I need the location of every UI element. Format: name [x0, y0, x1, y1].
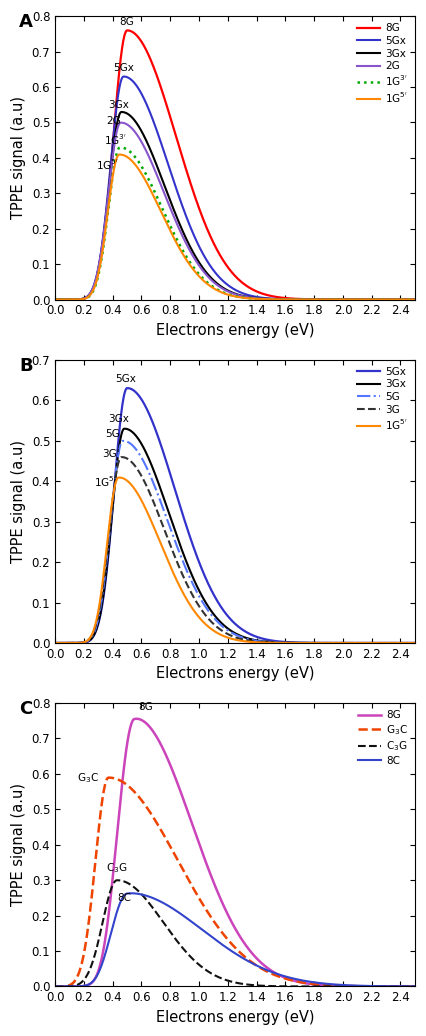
Text: B: B — [19, 356, 33, 375]
Text: 8C: 8C — [118, 893, 132, 903]
Text: 1G$^{5'}$: 1G$^{5'}$ — [96, 157, 119, 172]
Y-axis label: TPPE signal (a.u): TPPE signal (a.u) — [11, 440, 26, 563]
Text: C$_3$G: C$_3$G — [106, 861, 128, 874]
Text: 5Gx: 5Gx — [113, 63, 134, 73]
Text: 5G: 5G — [105, 429, 120, 438]
Legend: 5Gx, 3Gx, 5G, 3G, 1G$^{5'}$: 5Gx, 3Gx, 5G, 3G, 1G$^{5'}$ — [354, 365, 410, 434]
Text: 8G: 8G — [119, 17, 134, 27]
Text: 3Gx: 3Gx — [108, 100, 129, 110]
Text: 2G: 2G — [106, 116, 121, 126]
Legend: 8G, G$_3$C, C$_3$G, 8C: 8G, G$_3$C, C$_3$G, 8C — [356, 709, 410, 768]
X-axis label: Electrons energy (eV): Electrons energy (eV) — [156, 666, 314, 682]
Text: 3Gx: 3Gx — [108, 414, 129, 425]
Text: 8G: 8G — [138, 702, 153, 712]
Text: 3G': 3G' — [102, 449, 120, 459]
X-axis label: Electrons energy (eV): Electrons energy (eV) — [156, 1010, 314, 1025]
Text: A: A — [19, 13, 33, 31]
Text: G$_3$C: G$_3$C — [78, 771, 99, 784]
Text: 1G$^{5'}$: 1G$^{5'}$ — [94, 474, 117, 489]
Y-axis label: TPPE signal (a.u): TPPE signal (a.u) — [11, 783, 26, 906]
Y-axis label: TPPE signal (a.u): TPPE signal (a.u) — [11, 96, 26, 220]
X-axis label: Electrons energy (eV): Electrons energy (eV) — [156, 323, 314, 338]
Text: 5Gx: 5Gx — [115, 374, 136, 384]
Text: 1G$^{3'}$: 1G$^{3'}$ — [104, 133, 127, 147]
Legend: 8G, 5Gx, 3Gx, 2G, 1G$^{3'}$, 1G$^{5'}$: 8G, 5Gx, 3Gx, 2G, 1G$^{3'}$, 1G$^{5'}$ — [354, 22, 410, 107]
Text: C: C — [19, 700, 32, 718]
